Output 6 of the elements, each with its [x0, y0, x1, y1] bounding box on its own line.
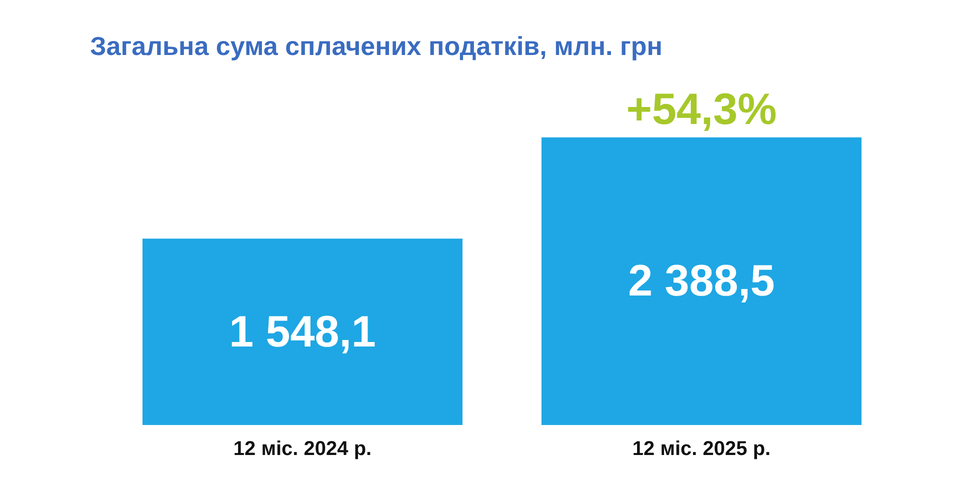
- data-label: 1 548,1: [229, 307, 376, 356]
- x-tick-label: 12 міс. 2025 р.: [632, 438, 771, 460]
- annotation: +54,3%: [626, 84, 777, 134]
- chart-title: Загальна сума сплачених податків, млн. грн: [90, 31, 662, 61]
- data-label: 2 388,5: [628, 256, 775, 306]
- x-tick-label: 12 міс. 2024 р.: [233, 438, 372, 460]
